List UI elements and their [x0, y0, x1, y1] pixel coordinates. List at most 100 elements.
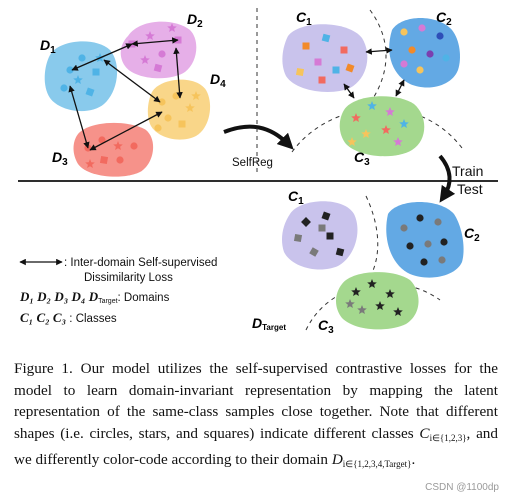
circle-marker — [116, 156, 124, 164]
caption-domain-symbol: Di∈{1,2,3,4,Target} — [331, 451, 412, 469]
circle-marker — [78, 54, 86, 62]
square-marker — [92, 68, 100, 76]
legend-loss-line2: Dissimilarity Loss — [84, 272, 173, 284]
caption-class-symbol: Ci∈{1,2,3} — [419, 424, 467, 443]
star-marker — [385, 107, 395, 116]
circle-marker — [418, 24, 426, 32]
circle-marker — [408, 46, 416, 54]
selfreg-arrow: SelfReg — [223, 124, 294, 169]
test-boundary-c1-c2 — [363, 195, 379, 287]
star-marker — [351, 287, 361, 296]
star-marker — [357, 305, 367, 314]
star-marker — [367, 101, 377, 110]
star-marker — [345, 299, 355, 308]
figure-caption: Figure 1. Our model utilizes the self-su… — [14, 358, 498, 476]
train-label-c3: C3 — [354, 149, 370, 168]
circle-marker — [400, 28, 408, 36]
test-label-c2: C2 — [464, 225, 480, 244]
circle-marker — [406, 242, 414, 250]
star-marker — [367, 279, 377, 288]
train-label-c2: C2 — [436, 9, 452, 28]
dissimilarity-arrows — [68, 37, 183, 151]
domain-label-d3: D3 — [52, 149, 68, 168]
square-marker — [318, 224, 326, 232]
square-marker — [309, 247, 319, 257]
circle-marker — [442, 54, 450, 62]
square-marker — [302, 42, 310, 50]
circle-marker — [60, 84, 68, 92]
star-marker — [393, 137, 403, 146]
circle-marker — [164, 114, 172, 122]
circle-marker — [416, 214, 424, 222]
legend: : Inter-domain Self-supervised Dissimila… — [19, 257, 217, 325]
test-boundary-c3 — [305, 282, 441, 331]
star-marker — [185, 103, 195, 112]
test-label: Test — [457, 181, 483, 197]
square-marker — [293, 233, 303, 243]
circle-marker — [416, 66, 424, 74]
domain-label-d4: D4 — [210, 71, 226, 90]
circle-marker — [434, 218, 442, 226]
test-blob-c1 — [282, 201, 358, 270]
square-marker — [332, 66, 340, 74]
star-marker — [145, 31, 155, 40]
figure-diagram: D1 D2 D4 D3 SelfReg C1 C2 C3 Train Test — [18, 8, 498, 336]
test-blob-c2 — [386, 202, 464, 278]
star-marker — [347, 137, 357, 146]
square-marker — [335, 247, 345, 257]
star-marker — [351, 113, 361, 122]
caption-text-1: Figure 1. Our model utilizes the self-su… — [14, 360, 498, 442]
circle-marker — [400, 224, 408, 232]
star-marker — [191, 91, 201, 100]
square-marker — [345, 63, 355, 73]
selfreg-label: SelfReg — [232, 157, 273, 169]
square-marker — [340, 46, 348, 54]
square-marker — [295, 67, 305, 77]
square-marker — [301, 217, 311, 227]
circle-marker — [420, 258, 428, 266]
test-blob-c3 — [336, 272, 419, 330]
train-markers — [295, 24, 450, 146]
star-marker — [399, 119, 409, 128]
square-marker — [314, 58, 322, 66]
square-marker — [321, 33, 331, 43]
star-marker — [85, 159, 95, 168]
circle-marker — [436, 32, 444, 40]
train-boundary-c1-c2 — [369, 9, 387, 101]
legend-domains: D₁ D₂ D₃ D₄ DTarget: Domains — [19, 289, 170, 305]
circle-marker — [130, 142, 138, 150]
star-marker — [393, 307, 403, 316]
test-label-c3: C3 — [318, 317, 334, 336]
star-marker — [375, 301, 385, 310]
train-blob-c1 — [282, 24, 368, 92]
train-class-arrows — [343, 47, 405, 99]
caption-text-2: , and we differently color-code accordin… — [14, 424, 498, 469]
target-domain-label: DTarget — [252, 315, 286, 332]
star-marker — [361, 129, 371, 138]
train-to-test-arrow — [438, 154, 456, 203]
domain-label-d1: D1 — [40, 37, 56, 56]
train-label: Train — [452, 163, 483, 179]
legend-loss-line1: : Inter-domain Self-supervised — [64, 257, 217, 269]
circle-marker — [424, 240, 432, 248]
square-marker — [321, 211, 331, 221]
test-label-c1: C1 — [288, 188, 304, 207]
circle-marker — [154, 124, 162, 132]
square-marker — [326, 232, 334, 240]
star-marker — [385, 289, 395, 298]
star-marker — [73, 75, 83, 84]
legend-classes: C₁ C₂ C₃ : Classes — [20, 310, 117, 325]
circle-marker — [438, 256, 446, 264]
star-marker — [381, 125, 391, 134]
train-blob-c3 — [339, 96, 425, 157]
test-markers — [293, 211, 448, 316]
star-marker — [167, 23, 177, 32]
square-marker — [99, 155, 109, 165]
square-marker — [318, 76, 326, 84]
train-label-c1: C1 — [296, 9, 312, 28]
domain-label-d2: D2 — [187, 11, 203, 30]
circle-marker — [426, 50, 434, 58]
circle-marker — [400, 60, 408, 68]
circle-marker — [158, 50, 166, 58]
watermark: CSDN @1100dp — [425, 482, 499, 493]
